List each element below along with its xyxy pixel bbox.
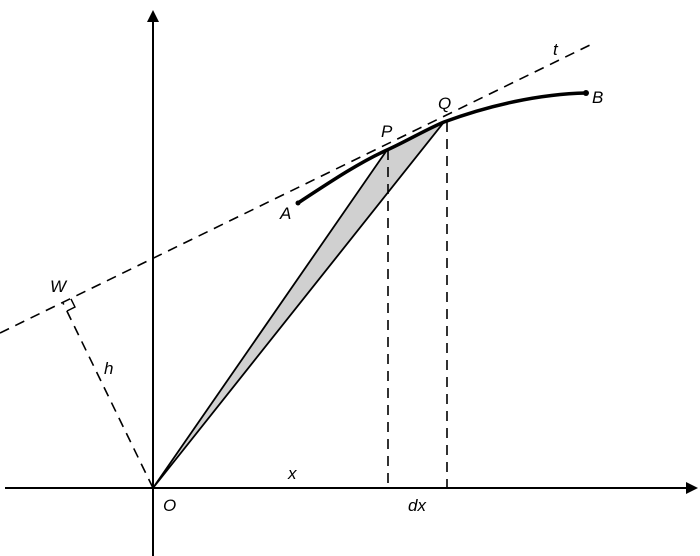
- label-t: t: [553, 40, 559, 59]
- label-q: Q: [438, 94, 451, 113]
- perpendicular-h: [62, 302, 154, 489]
- point-b: [583, 90, 589, 96]
- point-a: [295, 200, 301, 206]
- label-b: B: [592, 88, 603, 107]
- label-w: W: [50, 277, 68, 296]
- tangent-line: [0, 44, 591, 334]
- curve-ab: [296, 91, 588, 205]
- label-x: x: [287, 464, 297, 483]
- shaded-triangle-opq: [152, 121, 445, 489]
- label-a: A: [279, 204, 291, 223]
- label-dx: dx: [408, 496, 426, 515]
- label-p: P: [381, 122, 393, 141]
- label-o: O: [163, 496, 176, 515]
- label-h: h: [104, 359, 113, 378]
- right-angle-marker: [66, 298, 76, 312]
